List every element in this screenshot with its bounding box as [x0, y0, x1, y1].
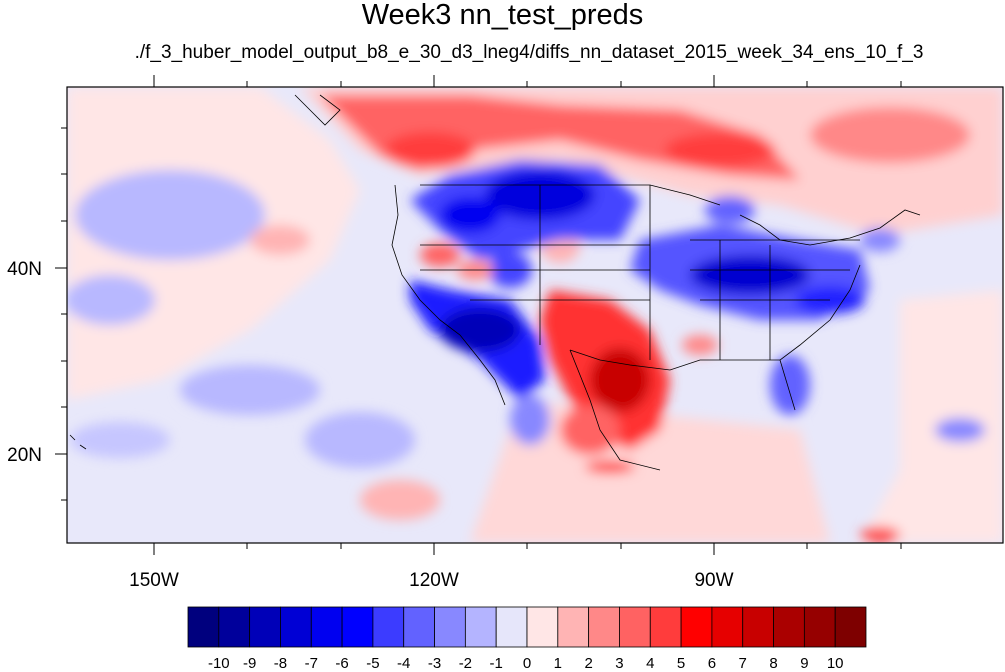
colorbar-label: 8: [769, 655, 777, 672]
colorbar-swatch: [372, 606, 405, 648]
colorbar-swatch: [403, 606, 435, 648]
colorbar: -10 -9 -8 -7 -6 -5 -4 -3 -2 -1 0 1 2 3 4 5 6 7 8 9 10: [187, 606, 867, 672]
colorbar-swatch: [341, 606, 374, 648]
colorbar-label: -3: [428, 655, 441, 672]
colorbar-swatch: [711, 606, 744, 648]
colorbar-swatch: [495, 606, 528, 648]
colorbar-label: 1: [554, 655, 562, 672]
colorbar-swatch: [187, 606, 220, 648]
colorbar-swatch: [434, 606, 466, 648]
colorbar-label: 5: [677, 655, 685, 672]
colorbar-swatch: [834, 606, 867, 648]
colorbar-label: 7: [739, 655, 747, 672]
colorbar-swatch: [310, 606, 343, 648]
colorbar-label: -8: [274, 655, 287, 672]
anomaly-field: [67, 87, 1003, 543]
lon-label-90w: 90W: [694, 570, 733, 591]
colorbar-swatch: [773, 606, 805, 648]
colorbar-swatch: [557, 606, 590, 648]
colorbar-label: -2: [459, 655, 472, 672]
lat-label-20n: 20N: [7, 445, 42, 466]
colorbar-label: 4: [646, 655, 654, 672]
colorbar-swatch: [280, 606, 312, 648]
colorbar-swatch: [649, 606, 682, 648]
colorbar-swatch: [464, 606, 497, 648]
colorbar-label: 6: [708, 655, 716, 672]
colorbar-label: -9: [243, 655, 256, 672]
lat-label-40n: 40N: [7, 259, 42, 280]
colorbar-label: -6: [335, 655, 348, 672]
plot-subtitle: ./f_3_huber_model_output_b8_e_30_d3_lneg…: [134, 42, 924, 63]
lon-label-150w: 150W: [129, 570, 179, 591]
colorbar-swatch: [742, 606, 774, 648]
lon-label-120w: 120W: [409, 570, 459, 591]
colorbar-label: 9: [800, 655, 808, 672]
colorbar-label: -4: [397, 655, 410, 672]
colorbar-swatch: [619, 606, 651, 648]
plot-title: Week3 nn_test_preds: [361, 0, 644, 31]
lon-ticks: [153, 75, 902, 555]
colorbar-swatch: [588, 606, 620, 648]
colorbar-swatch: [249, 606, 281, 648]
map-frame: [66, 86, 1004, 544]
colorbar-label: -10: [208, 655, 230, 672]
colorbar-swatch: [680, 606, 713, 648]
lat-ticks: [55, 127, 67, 501]
colorbar-swatch: [803, 606, 836, 648]
colorbar-label: -5: [366, 655, 379, 672]
colorbar-label: 2: [584, 655, 592, 672]
colorbar-label: 3: [615, 655, 623, 672]
colorbar-label: 0: [523, 655, 531, 672]
colorbar-label: -1: [490, 655, 503, 672]
colorbar-label: -7: [305, 655, 318, 672]
coastlines: [69, 94, 921, 471]
colorbar-swatch: [218, 606, 251, 648]
colorbar-label: 10: [827, 655, 844, 672]
colorbar-swatch: [526, 606, 559, 648]
